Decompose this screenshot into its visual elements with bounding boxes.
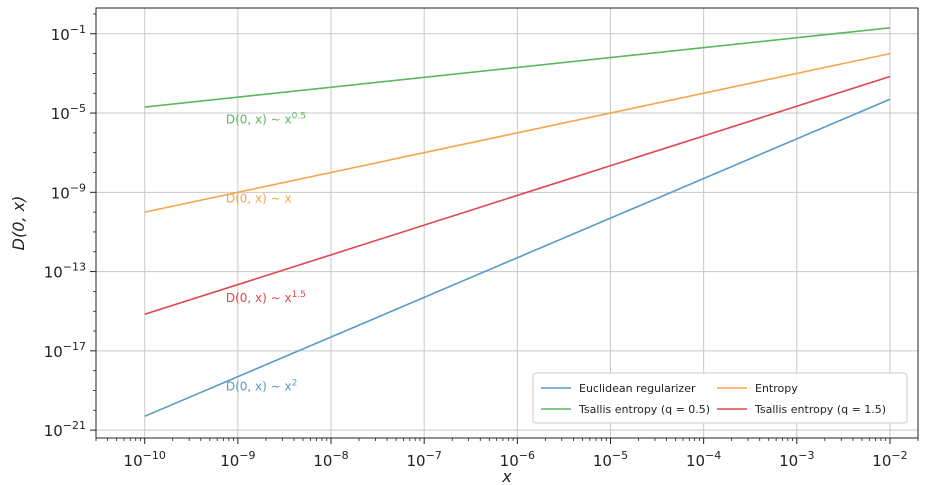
x-tick-label: 10−3 — [779, 449, 814, 470]
y-tick-label: 10−21 — [44, 419, 86, 440]
x-tick-label: 10−10 — [124, 449, 166, 470]
legend-label: Tsallis entropy (q = 0.5) — [578, 403, 710, 416]
x-tick-label: 10−5 — [593, 449, 628, 470]
y-tick-label: 10−13 — [44, 261, 86, 282]
y-tick-label: 10−17 — [44, 340, 86, 361]
x-axis-label: x — [501, 467, 512, 485]
x-tick-label: 10−9 — [220, 449, 255, 470]
x-tick-label: 10−2 — [872, 449, 907, 470]
x-tick-label: 10−8 — [313, 449, 348, 470]
y-tick-label: 10−5 — [51, 102, 86, 123]
plot-frame — [95, 7, 919, 439]
annotations: D(0, x) ∼ x0.5 D(0, x) ∼ x D(0, x) ∼ x1.5 D… — [226, 111, 306, 393]
series-line — [144, 27, 891, 108]
y-tick-label: 10−1 — [51, 23, 86, 44]
ticks: 10−10 10−9 10−8 10−7 10−6 10−5 10−4 10−3 10−2 10−… — [44, 13, 919, 470]
x-tick-label: 10−7 — [407, 449, 442, 470]
series-line — [144, 52, 891, 213]
slope-annotation: D(0, x) ∼ x0.5 — [226, 111, 306, 126]
legend-label: Entropy — [755, 382, 798, 395]
series-line — [144, 98, 891, 418]
legend-label: Tsallis entropy (q = 1.5) — [754, 403, 886, 416]
series-line — [144, 75, 891, 316]
y-axis-label: D(0, x) — [9, 196, 28, 251]
slope-annotation: D(0, x) ∼ x — [226, 192, 292, 206]
grid — [96, 8, 918, 438]
y-tick-label: 10−9 — [51, 181, 86, 202]
legend-box — [532, 372, 908, 424]
slope-annotation: D(0, x) ∼ x2 — [226, 378, 298, 393]
slope-annotation: D(0, x) ∼ x1.5 — [226, 290, 306, 305]
series-group — [144, 27, 891, 418]
x-tick-label: 10−6 — [500, 449, 535, 470]
legend: Euclidean regularizer Entropy Tsallis entr… — [532, 372, 908, 424]
x-tick-label: 10−4 — [686, 449, 721, 470]
legend-label: Euclidean regularizer — [579, 382, 696, 395]
